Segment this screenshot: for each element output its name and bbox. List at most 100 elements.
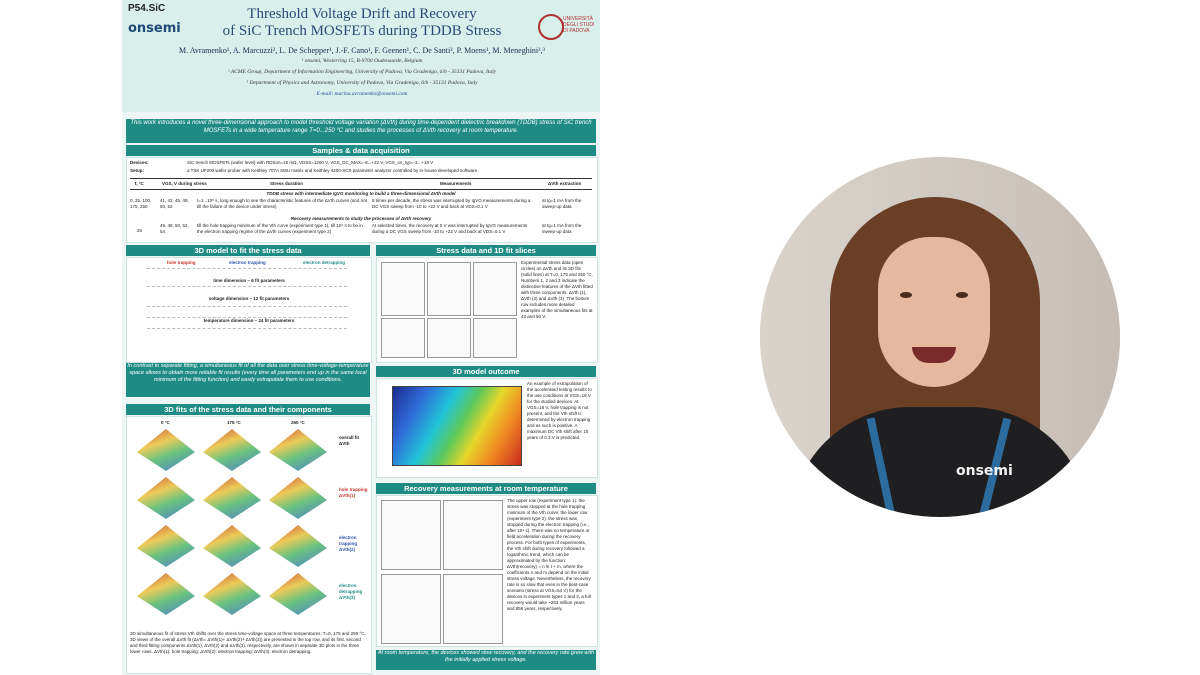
speaker-face xyxy=(878,237,990,387)
table-header: T, °C VGS, V during stress Stress durati… xyxy=(130,178,592,190)
model-box: hole trapping electron trapping electron… xyxy=(126,257,372,363)
slice-plot-175c xyxy=(427,262,471,316)
section-recovery-title: Recovery measurements at room temperatur… xyxy=(376,483,596,494)
fit-thumb-hole-2 xyxy=(203,477,261,519)
section-3dfits-title: 3D fits of the stress data and their com… xyxy=(126,404,370,415)
recovery-box: The upper row (experiment type 1): the s… xyxy=(376,495,598,647)
slices-text: Experimental stress data (open circles) … xyxy=(521,260,593,319)
model-col-electron-trap: electron trapping xyxy=(229,260,266,265)
speaker-left-eye xyxy=(900,292,912,298)
section-outcome-title: 3D model outcome xyxy=(376,366,596,377)
contact-email: E-mail: marina.avramenko@onsemi.com xyxy=(316,91,408,97)
fit-thumb-electron-detrap-2 xyxy=(203,573,261,615)
affiliation-3: ³ Department of Physics and Astronomy, U… xyxy=(246,80,478,86)
slices-box: Experimental stress data (open circles) … xyxy=(376,257,598,363)
row2-duration: till the hole trapping minimum of the Vt… xyxy=(197,223,363,234)
fits-caption: 3D simultaneous fit of stress Vth shifts… xyxy=(130,631,366,654)
slice-plot-250c xyxy=(473,262,517,316)
fit-thumb-electron-trap-2 xyxy=(203,525,261,567)
section-slices-title: Stress data and 1D fit slices xyxy=(376,245,596,256)
speaker-mouth xyxy=(912,347,956,363)
th-extraction: ΔVth extraction xyxy=(548,181,582,186)
conclusion-banner: At room temperature, the devices showed … xyxy=(376,650,596,670)
slice-plot-detail-2 xyxy=(427,318,471,358)
row1-measurements: 8 times per decade, the stress was inter… xyxy=(372,198,531,209)
fits-box: 0 °C 175 °C 250 °C overall fit ΔVth hole… xyxy=(126,416,372,674)
title-line-2: of SiC Trench MOSFETs during TDDB Stress xyxy=(222,23,502,39)
recovery-plot-1b xyxy=(443,500,503,570)
university-name: UNIVERSITÀ DEGLI STUDI DI PADOVA xyxy=(563,16,595,34)
fit-thumb-hole-1 xyxy=(137,477,195,519)
speaker-video: onsemi xyxy=(760,157,1120,517)
affiliation-2: ² ACME Group, Department of Information … xyxy=(227,69,497,75)
fit-thumb-overall-3 xyxy=(269,429,327,471)
model-col-electron-detrap: electron detrapping xyxy=(303,260,346,265)
setup-text: a TSK UF200 wafer prober with Keithley 7… xyxy=(187,168,478,173)
row2-vgs: 45, 48, 50, 52, 54 xyxy=(160,223,189,234)
section-samples-title: Samples & data acquisition xyxy=(126,145,596,156)
poster-title: Threshold Voltage Drift and Recovery of … xyxy=(182,6,542,40)
section-model-title: 3D model to fit the stress data xyxy=(126,245,370,256)
shirt-logo: onsemi xyxy=(956,463,1013,479)
row1-vgs: 41, 43, 45, 48, 50, 52 xyxy=(160,198,189,209)
poster-header: P54.SiC onsemi Threshold Voltage Drift a… xyxy=(122,0,600,112)
model-col-hole: hole trapping xyxy=(167,260,196,265)
affiliation-1: ¹ onsemi, Westerring 15, B-9700 Oudenaar… xyxy=(301,58,423,64)
row2-extraction: at Ig=1 mA from the sweep-up data xyxy=(542,223,582,234)
slice-plot-detail-3 xyxy=(473,318,517,358)
samples-box: Devices: SiC trench MOSFETs (wafer level… xyxy=(126,157,598,243)
th-vgs: VGS, V during stress xyxy=(162,181,207,186)
devices-text: SiC trench MOSFETs (wafer level) with RD… xyxy=(187,160,434,165)
th-duration: Stress duration xyxy=(270,181,304,186)
title-line-1: Threshold Voltage Drift and Recovery xyxy=(247,6,477,22)
fit-temp-0: 0 °C xyxy=(161,420,170,425)
th-temp: T, °C xyxy=(134,181,144,186)
row2-temp: 25 xyxy=(137,228,143,233)
poster-code: P54.SiC xyxy=(128,3,166,14)
row1-extraction: at Ig=1 mA from the sweep-up data xyxy=(542,198,582,209)
fit-thumb-overall-2 xyxy=(203,429,261,471)
row1-duration: t=1...10⁶ s, long enough to see the char… xyxy=(197,198,367,209)
fit-thumb-electron-trap-1 xyxy=(137,525,195,567)
fit-label-electron-detrap: electron detrapping ΔVth(3) xyxy=(339,583,363,600)
model-time-dim: time dimension – 6 fit parameters xyxy=(213,278,285,283)
row1-temp: 0, 25, 100, 175, 250 xyxy=(130,198,152,209)
authors: M. Avramenko¹, A. Marcuzzi², L. De Schep… xyxy=(179,46,545,55)
model-temp-dim: temperature dimension – 24 fit parameter… xyxy=(203,318,295,323)
university-seal-icon xyxy=(538,14,564,40)
devices-label: Devices: xyxy=(130,160,149,165)
onsemi-logo: onsemi xyxy=(128,21,181,36)
model-equations-row xyxy=(147,268,347,277)
model-voltage-dim: voltage dimension – 12 fit parameters xyxy=(208,296,290,301)
model-equations-row-3 xyxy=(147,306,347,318)
fit-temp-175: 175 °C xyxy=(227,420,241,425)
slice-plot-0c xyxy=(381,262,425,316)
fit-temp-250: 250 °C xyxy=(291,420,305,425)
recovery-plot-2a xyxy=(381,574,441,644)
fit-label-hole: hole trapping ΔVth(1) xyxy=(339,487,368,498)
row1-caption: TDDB stress with intermediate IgVG monit… xyxy=(266,191,456,196)
model-equations-row-4 xyxy=(147,328,347,355)
outcome-heatmap xyxy=(392,386,522,466)
outcome-text: An example of extrapolation of the accel… xyxy=(527,381,592,440)
fit-label-electron-trap: electron trapping ΔVth(2) xyxy=(339,535,357,552)
th-measurements: Measurements xyxy=(440,181,472,186)
row2-caption: Recovery measurements to study the proce… xyxy=(290,216,432,221)
fit-label-overall: overall fit ΔVth xyxy=(339,435,360,446)
poster: P54.SiC onsemi Threshold Voltage Drift a… xyxy=(122,0,600,675)
slice-plot-detail-1 xyxy=(381,318,425,358)
model-equations-row-2 xyxy=(147,286,347,295)
fit-thumb-electron-detrap-1 xyxy=(137,573,195,615)
fit-thumb-electron-trap-3 xyxy=(269,525,327,567)
recovery-plot-2b xyxy=(443,574,503,644)
speaker-right-eye xyxy=(956,292,968,298)
fit-thumb-hole-3 xyxy=(269,477,327,519)
recovery-text: The upper row (experiment type 1): the s… xyxy=(507,498,591,611)
model-note: In contrast to separate fitting, a simul… xyxy=(126,363,370,397)
setup-label: Setup: xyxy=(130,168,144,173)
fit-thumb-overall-1 xyxy=(137,429,195,471)
fit-thumb-electron-detrap-3 xyxy=(269,573,327,615)
row2-measurements: At selected times, the recovery at 0 V w… xyxy=(372,223,528,234)
recovery-plot-1a xyxy=(381,500,441,570)
intro-banner: This work introduces a novel three-dimen… xyxy=(126,119,596,143)
